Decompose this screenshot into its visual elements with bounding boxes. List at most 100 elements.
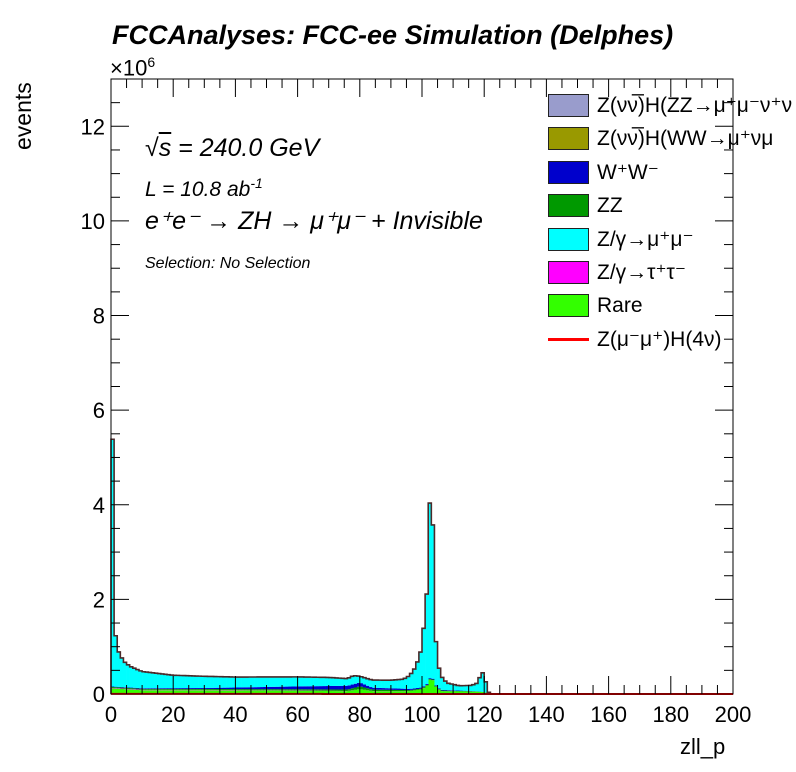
bar [375,687,379,690]
bar [135,687,140,689]
bar [384,691,389,694]
bar [114,687,118,689]
bar [387,691,392,694]
bar [238,677,242,688]
bar [288,686,292,690]
bar [238,687,242,690]
bar [322,677,326,687]
bar [238,690,242,694]
bar [282,686,286,690]
bar [431,678,435,680]
bar [384,680,389,689]
stacked-bars [110,438,734,695]
bar [406,690,410,692]
bar [300,677,305,687]
bar [446,690,451,691]
bar [226,676,230,688]
bar [347,689,351,691]
bar [319,689,323,691]
bar [260,690,264,694]
bar [216,689,221,690]
bar [117,651,121,687]
bar [303,690,308,694]
bar [207,688,211,690]
bar [297,676,302,687]
bar [244,677,249,688]
bar [275,676,280,687]
bar [254,689,258,691]
bar [191,688,196,689]
bar [331,685,336,690]
bar [418,687,423,689]
bar [387,689,392,692]
bar [285,690,289,694]
y-tick-label: 6 [93,398,105,423]
bar [138,690,143,694]
bar [415,661,420,688]
bar [403,678,407,689]
bar [241,687,246,690]
bar [163,688,168,689]
bar [431,680,435,694]
bar [285,689,289,691]
bar [148,672,152,689]
bar [194,688,199,690]
legend-color-swatch [548,127,589,151]
bar [310,689,314,691]
bar [188,688,193,689]
bar [275,690,280,694]
bar [443,690,448,692]
bar [372,680,376,688]
bar [297,689,302,691]
bar [154,688,158,689]
bar [446,690,451,692]
bar [403,690,407,692]
bar [356,676,361,683]
bar [440,691,445,694]
x-tick-label: 180 [652,702,689,727]
bar [378,691,382,694]
bar [449,691,454,694]
bar [300,690,305,694]
bar [397,689,401,692]
bar [474,683,479,692]
bar [394,688,398,690]
bar [247,690,252,694]
bar [331,689,336,691]
bar [111,439,115,687]
x-tick-label: 120 [466,702,503,727]
bar [244,687,249,690]
bar [160,688,165,690]
bar [123,662,127,688]
bar [111,687,115,688]
bar [366,690,370,694]
bar [148,690,152,694]
bar [120,687,124,688]
bar [111,688,115,694]
bar [269,677,274,687]
bar [297,686,302,690]
legend-line-swatch [548,337,589,341]
bar [334,685,339,690]
bar [406,676,410,689]
bar [176,675,180,689]
bar [232,687,236,690]
bar [362,684,367,688]
bar [437,689,441,694]
bar [468,691,473,694]
bar [204,676,208,688]
bar [372,691,376,694]
legend-color-swatch [548,227,589,251]
chart-title: FCCAnalyses: FCC-ee Simulation (Delphes) [112,20,674,50]
bar [213,687,218,689]
bar [397,679,401,689]
bar [362,689,367,694]
bar [129,689,134,694]
bar [266,686,270,690]
bar [412,689,417,691]
bar [157,673,162,689]
legend-color-swatch [548,294,589,318]
y-tick-label: 4 [93,493,105,518]
bar [353,683,357,688]
bar [275,689,280,691]
